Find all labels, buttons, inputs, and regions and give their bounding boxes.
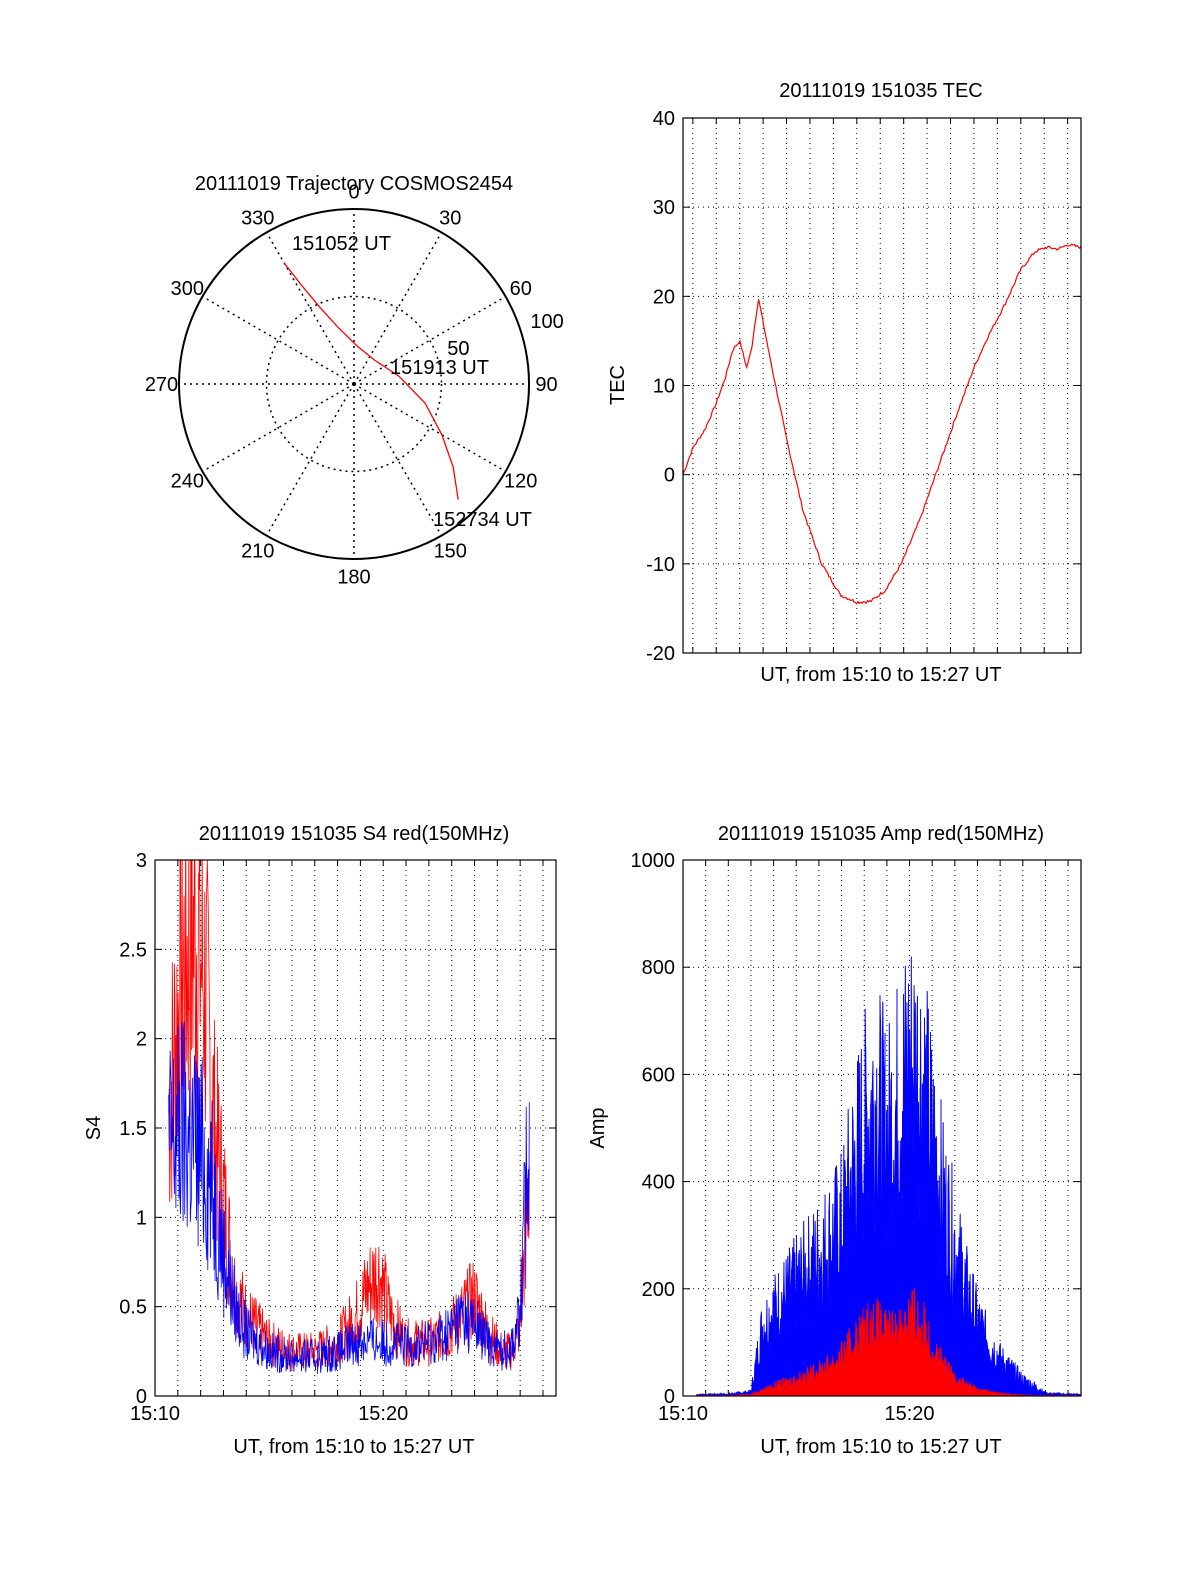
s4-ylabel: S4 <box>83 1116 105 1140</box>
ytick-label: 800 <box>642 957 675 979</box>
polar-spoke <box>202 383 355 473</box>
polar-angle-label: 330 <box>241 207 274 229</box>
ytick-label: 0 <box>664 1386 675 1408</box>
tec-panel: 20111019 151035 TEC -20 -10 0 10 20 30 40 UT, … <box>607 80 1082 686</box>
polar-spoke <box>353 383 506 473</box>
series-group <box>696 956 1081 1396</box>
ytick-label: 0.5 <box>119 1297 147 1319</box>
amp-plot: 0 200 400 600 800 1000 15:10 15:20 <box>631 850 1082 1425</box>
tec-title: 20111019 151035 TEC <box>779 80 983 102</box>
polar-angle-label: 270 <box>145 374 178 396</box>
s4-title: 20111019 151035 S4 red(150MHz) <box>199 823 510 845</box>
xtick-label: 15:10 <box>130 1403 180 1425</box>
xtick-label: 15:20 <box>358 1403 408 1425</box>
series-group <box>683 243 1081 605</box>
polar-angle-label: 90 <box>535 374 557 396</box>
polar-angle-label: 180 <box>337 567 370 589</box>
polar-spoke <box>202 295 355 385</box>
xtick-label: 15:10 <box>658 1403 708 1425</box>
annotation-mid: 151913 UT <box>390 357 489 379</box>
ytick-label: 2 <box>136 1029 147 1051</box>
polar-spoke <box>353 383 443 536</box>
amp-ylabel: Amp <box>587 1107 609 1148</box>
plot-frame <box>682 117 1082 654</box>
plot-frame <box>682 859 1082 1397</box>
polar-angle-label: 210 <box>241 541 274 563</box>
amp-xlabel: UT, from 15:10 to 15:27 UT <box>760 1436 1001 1458</box>
ytick-label: 40 <box>653 108 675 130</box>
ytick-label: -10 <box>646 554 675 576</box>
series-red-line <box>696 1288 1081 1396</box>
ytick-label: 400 <box>642 1172 675 1194</box>
polar-angle-label: 240 <box>171 470 204 492</box>
ytick-label: 30 <box>653 197 675 219</box>
polar-gridcircle-50 <box>265 295 443 473</box>
series-group <box>168 860 530 1375</box>
s4-xlabel: UT, from 15:10 to 15:27 UT <box>233 1436 474 1458</box>
polar-angle-label: 60 <box>510 278 532 300</box>
polar-series <box>283 262 459 500</box>
series-blue-line <box>696 956 1081 1396</box>
tec-ylabel: TEC <box>607 365 629 405</box>
xtick-label: 15:20 <box>884 1403 934 1425</box>
ytick-label: 200 <box>642 1279 675 1301</box>
polar-radial-label: 50 <box>447 338 469 360</box>
polar-angle-label: 30 <box>439 207 461 229</box>
ytick-label: 2.5 <box>119 939 147 961</box>
ytick-label: -20 <box>646 643 675 665</box>
s4-panel: 20111019 151035 S4 red(150MHz) 0 0.5 1 1.5 2… <box>83 823 557 1458</box>
series-red-line <box>683 243 1081 605</box>
polar-radial-label: 100 <box>530 311 563 333</box>
tec-plot: -20 -10 0 10 20 30 40 <box>646 108 1082 665</box>
polar-labels: 0 30 60 90 120 150 180 210 240 270 300 330 50 100 <box>145 182 564 589</box>
annotation-start: 151052 UT <box>292 233 391 255</box>
polar-angle-label: 150 <box>434 541 467 563</box>
polar-angle-label: 0 <box>348 182 359 204</box>
series-blue-line <box>168 1021 530 1375</box>
ytick-label: 600 <box>642 1064 675 1086</box>
s4-plot: 0 0.5 1 1.5 2 2.5 3 15:10 15:20 <box>119 850 557 1425</box>
annotation-end: 152734 UT <box>433 509 532 531</box>
polar-spoke <box>265 232 355 385</box>
trajectory-title: 20111019 Trajectory COSMOS2454 <box>195 173 513 195</box>
ytick-label: 1000 <box>631 850 676 872</box>
polar-grid <box>178 208 530 560</box>
ytick-label: 1 <box>136 1207 147 1229</box>
trajectory-panel: 20111019 Trajectory COSMOS2454 0 30 60 90 12… <box>145 173 564 589</box>
trajectory-path <box>283 262 459 500</box>
plot-frame <box>154 859 557 1397</box>
ytick-label: 1.5 <box>119 1118 147 1140</box>
ytick-label: 0 <box>136 1386 147 1408</box>
amp-panel: 20111019 151035 Amp red(150MHz) 0 200 400 6… <box>587 823 1082 1458</box>
polar-spoke <box>353 295 506 385</box>
ytick-label: 10 <box>653 376 675 398</box>
tec-xlabel: UT, from 15:10 to 15:27 UT <box>760 664 1001 686</box>
amp-title: 20111019 151035 Amp red(150MHz) <box>718 823 1044 845</box>
polar-spoke <box>265 383 355 536</box>
polar-angle-label: 300 <box>171 278 204 300</box>
ytick-label: 20 <box>653 286 675 308</box>
ytick-label: 3 <box>136 850 147 872</box>
polar-angle-label: 120 <box>504 470 537 492</box>
ytick-label: 0 <box>664 465 675 487</box>
polar-spoke <box>353 232 443 385</box>
